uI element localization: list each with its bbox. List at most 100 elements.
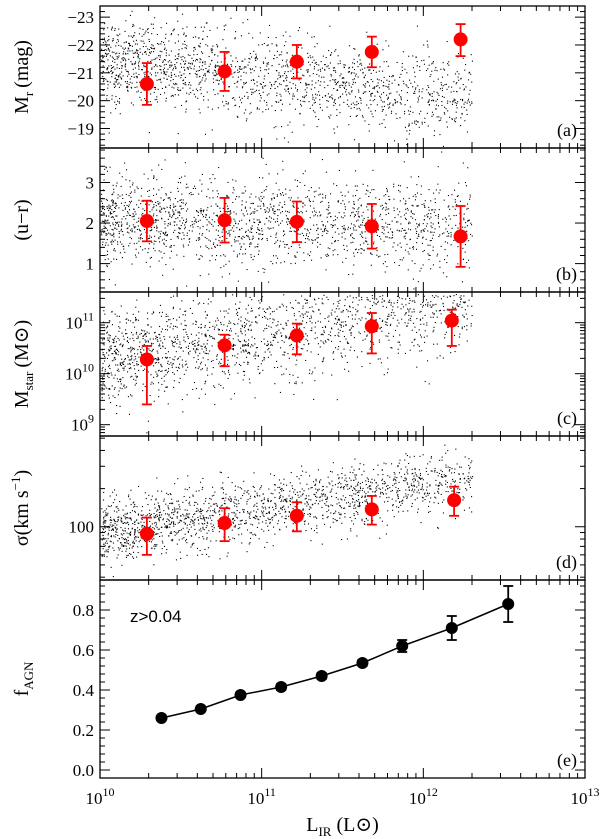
scatter-point [131, 357, 133, 359]
scatter-point [292, 68, 294, 70]
scatter-point [455, 224, 457, 226]
scatter-point [380, 213, 382, 215]
scatter-point [154, 250, 156, 252]
scatter-point [199, 219, 201, 221]
scatter-point [101, 214, 103, 216]
scatter-point [400, 308, 402, 310]
scatter-point [164, 159, 166, 161]
scatter-point [307, 52, 309, 54]
scatter-point [348, 82, 350, 84]
scatter-point [121, 65, 123, 67]
scatter-point [444, 106, 446, 108]
scatter-point [426, 223, 428, 225]
scatter-point [287, 66, 289, 68]
scatter-point [259, 205, 261, 207]
scatter-point [284, 246, 286, 248]
scatter-point [164, 338, 166, 340]
scatter-point [435, 310, 437, 312]
scatter-point [132, 182, 134, 184]
scatter-point [150, 46, 152, 48]
scatter-point [158, 237, 160, 239]
scatter-point [396, 229, 398, 231]
scatter-point [186, 100, 188, 102]
scatter-point [305, 84, 307, 86]
scatter-point [344, 195, 346, 197]
scatter-point [110, 200, 112, 202]
scatter-point [166, 356, 168, 358]
scatter-point [128, 214, 130, 216]
y-tick-label: −20 [67, 92, 94, 111]
scatter-point [186, 92, 188, 94]
scatter-point [185, 221, 187, 223]
scatter-point [132, 36, 134, 38]
scatter-point [105, 234, 107, 236]
scatter-point [111, 228, 113, 230]
scatter-point [252, 37, 254, 39]
scatter-point [272, 208, 274, 210]
scatter-point [161, 239, 163, 241]
scatter-point [151, 313, 153, 315]
scatter-point [224, 373, 226, 375]
scatter-point [159, 206, 161, 208]
scatter-point [414, 301, 416, 303]
scatter-point [113, 350, 115, 352]
scatter-point [454, 189, 456, 191]
scatter-point [310, 57, 312, 59]
scatter-point [101, 200, 103, 202]
scatter-point [251, 91, 253, 93]
scatter-point [299, 247, 301, 249]
scatter-point [448, 224, 450, 226]
scatter-point [118, 102, 120, 104]
scatter-point [346, 81, 348, 83]
scatter-point [233, 72, 235, 74]
scatter-point [110, 216, 112, 218]
scatter-point [278, 101, 280, 103]
scatter-point [117, 354, 119, 356]
scatter-point [147, 60, 149, 62]
scatter-point [219, 236, 221, 238]
scatter-point [127, 227, 129, 229]
scatter-point [245, 190, 247, 192]
scatter-point [174, 338, 176, 340]
scatter-point [149, 338, 151, 340]
scatter-point [120, 76, 122, 78]
scatter-point [444, 241, 446, 243]
scatter-point [160, 72, 162, 74]
scatter-point [186, 183, 188, 185]
scatter-point [432, 234, 434, 236]
scatter-point [182, 87, 184, 89]
scatter-point [156, 98, 158, 100]
scatter-point [234, 393, 236, 395]
scatter-point [102, 70, 104, 72]
scatter-point [302, 206, 304, 208]
scatter-point [421, 123, 423, 125]
scatter-point [388, 339, 390, 341]
scatter-point [192, 343, 194, 345]
scatter-point [122, 344, 124, 346]
scatter-point [283, 261, 285, 263]
scatter-point [180, 205, 182, 207]
scatter-point [418, 329, 420, 331]
scatter-point [177, 181, 179, 183]
scatter-point [175, 205, 177, 207]
scatter-point [161, 257, 163, 259]
scatter-point [198, 37, 200, 39]
scatter-point [208, 65, 210, 67]
scatter-point [161, 328, 163, 330]
scatter-point [267, 356, 269, 358]
scatter-point [188, 230, 190, 232]
scatter-point [290, 230, 292, 232]
scatter-point [254, 57, 256, 59]
scatter-point [152, 383, 154, 385]
scatter-point [262, 177, 264, 179]
scatter-point [453, 215, 455, 217]
scatter-point [396, 325, 398, 327]
scatter-point [254, 211, 256, 213]
scatter-point [329, 117, 331, 119]
scatter-point [414, 92, 416, 94]
scatter-point [296, 359, 298, 361]
scatter-point [102, 382, 104, 384]
scatter-point [315, 82, 317, 84]
scatter-point [104, 355, 106, 357]
scatter-point [269, 81, 271, 83]
